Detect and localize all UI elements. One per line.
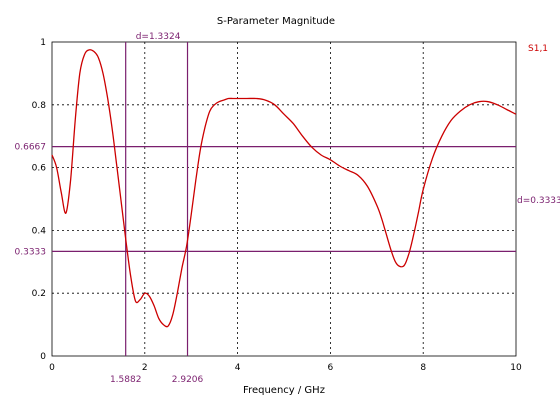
series-line-s11 bbox=[52, 50, 516, 327]
markers: 1.5882 2.9206 0.6667 0.3333 d=1.3324 d=0.3333 bbox=[15, 32, 560, 385]
vertical-marker-label: 1.5882 bbox=[110, 375, 142, 385]
series bbox=[52, 50, 516, 327]
chart-title: S-Parameter Magnitude bbox=[217, 16, 335, 27]
y-tick-label: 0.4 bbox=[32, 226, 47, 236]
x-tick-label: 2 bbox=[142, 363, 148, 373]
y-tick-labels: 0 0.2 0.4 0.6 0.8 1 bbox=[32, 38, 47, 362]
vertical-delta-label: d=1.3324 bbox=[136, 32, 181, 42]
x-tick-label: 4 bbox=[235, 363, 241, 373]
y-tick-label: 0.8 bbox=[32, 101, 47, 111]
horizontal-delta-label: d=0.3333 bbox=[517, 196, 560, 206]
x-tick-label: 0 bbox=[49, 363, 55, 373]
plot-frame bbox=[52, 42, 516, 356]
x-tick-labels: 0 2 4 6 8 10 bbox=[49, 363, 522, 373]
vertical-marker-label: 2.9206 bbox=[172, 375, 204, 385]
y-tick-label: 1 bbox=[40, 38, 46, 48]
series-legend-label: S1,1 bbox=[528, 44, 548, 54]
x-axis-label: Frequency / GHz bbox=[243, 385, 325, 396]
y-tick-label: 0.6 bbox=[32, 164, 47, 174]
x-tick-label: 10 bbox=[510, 363, 522, 373]
y-tick-label: 0.2 bbox=[32, 289, 46, 299]
x-tick-label: 8 bbox=[420, 363, 426, 373]
horizontal-marker-label: 0.6667 bbox=[15, 143, 47, 153]
horizontal-marker-label: 0.3333 bbox=[15, 247, 47, 257]
x-tick-label: 6 bbox=[328, 363, 334, 373]
y-tick-label: 0 bbox=[40, 352, 46, 362]
grid-lines bbox=[52, 42, 516, 356]
